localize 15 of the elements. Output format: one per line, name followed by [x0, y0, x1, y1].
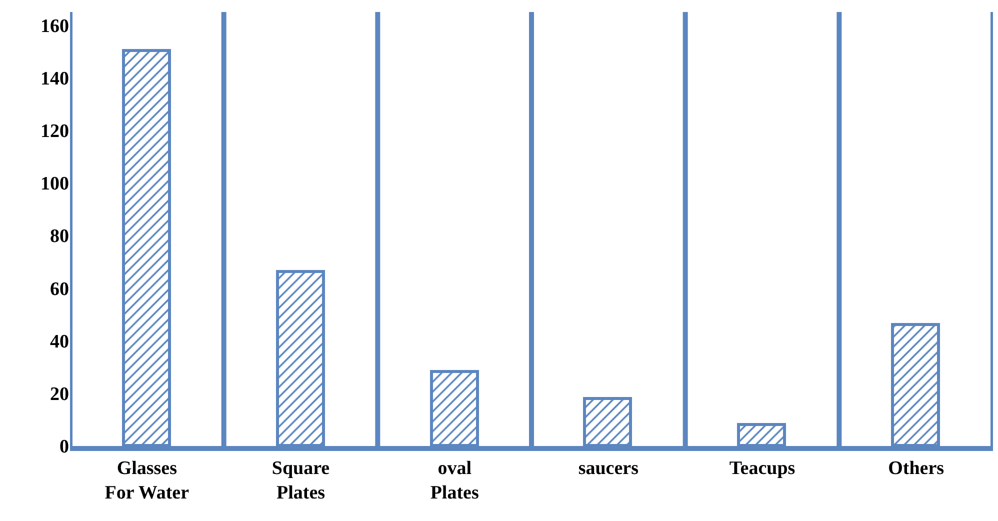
x-tick-label: saucers: [578, 458, 638, 479]
x-tick-label: Others: [888, 458, 944, 479]
x-tick-label: Teacups: [729, 458, 796, 479]
y-tick-label: 160: [40, 16, 69, 37]
x-tick-label: oval Plates: [430, 458, 479, 504]
y-tick-label: 40: [50, 331, 69, 352]
y-tick-label: 60: [50, 278, 69, 300]
y-tick-label: 0: [60, 436, 69, 458]
y-tick-label: 80: [50, 226, 69, 248]
y-tick-label: 20: [50, 384, 69, 406]
y-tick-label: 120: [40, 121, 69, 142]
x-tick-label: Square Plates: [272, 458, 330, 504]
y-tick-label: 100: [40, 174, 69, 195]
x-tick-label: Glasses For Water: [104, 458, 190, 504]
y-tick-label: 140: [40, 68, 69, 90]
